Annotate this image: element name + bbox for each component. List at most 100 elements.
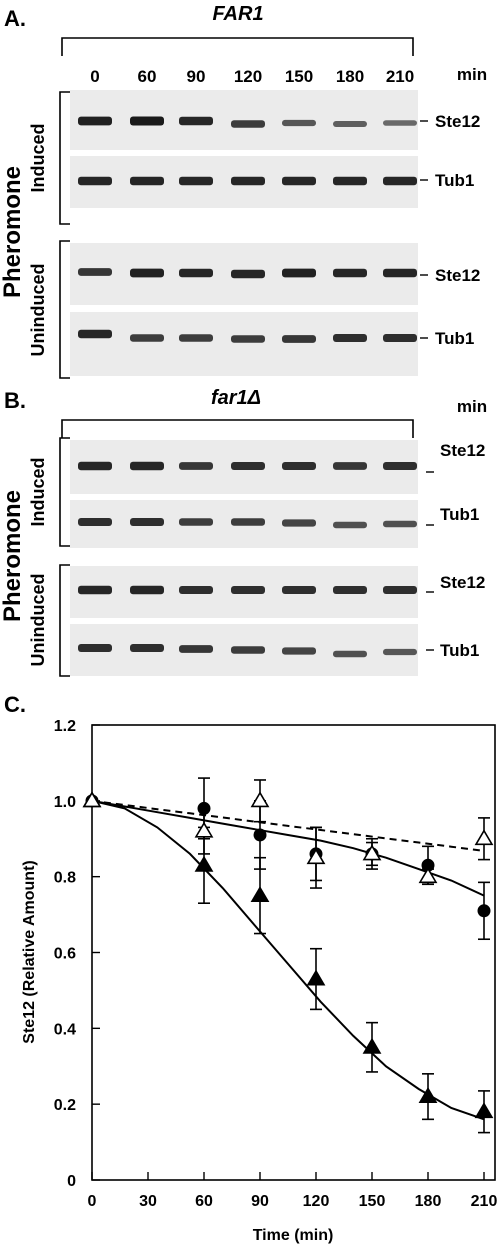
y-tick-label: 1.0 [54, 794, 76, 811]
y-tick-label: 0.6 [54, 946, 76, 963]
panel-a-induced-bracket [59, 91, 70, 225]
x-tick-label: 150 [359, 1193, 386, 1210]
a-induced-ste12-band [179, 116, 213, 126]
panel-b-uninduced-label: Uninduced [28, 574, 48, 667]
panel-c: C. 0 0.2 0.4 0.6 0.8 1.0 1.2 0 30 60 90 120 150 180 2… [4, 692, 497, 1244]
a-induced-tub1-band [383, 176, 417, 186]
b-induced-tub1-band [282, 519, 316, 527]
timepoint-label: 120 [234, 67, 262, 86]
b-induced-tub1-band [78, 517, 112, 527]
b-induced-ste12-band [78, 461, 112, 471]
a-induced-tub1-band [333, 176, 367, 186]
panel-a-strain-title: FAR1 [212, 3, 263, 25]
data-point-open-triangle [474, 829, 494, 846]
data-point-filled-triangle [306, 969, 326, 986]
a-uninduced-tub1-band [282, 335, 316, 343]
b-induced-tub1-band [179, 518, 213, 526]
x-tick-label: 30 [139, 1193, 157, 1210]
b-induced-ste12-band [231, 461, 265, 471]
b-uninduced-tub1-band [231, 646, 265, 654]
b-uninduced-ste12-band [179, 585, 213, 595]
a-uninduced-ste12-band [78, 268, 112, 276]
panel-a-induced-label: Induced [28, 123, 48, 192]
b-uninduced-tub1-band [383, 648, 417, 656]
b-induced-tub1-band [333, 521, 367, 529]
panel-b-pheromone-label: Pheromone [0, 490, 26, 622]
b-uninduced-ste12-band [333, 585, 367, 595]
data-point-circle [477, 904, 491, 918]
a-induced-ste12-band [383, 120, 417, 126]
panel-c-label: C. [4, 692, 26, 717]
panel-b-strain-title: far1Δ [211, 387, 261, 409]
y-tick-label: 0.8 [54, 870, 76, 887]
a-uninduced-ste12-band [333, 268, 367, 278]
data-point-circle [421, 858, 435, 872]
data-point-open-triangle [194, 821, 214, 838]
timepoint-label: 60 [138, 67, 157, 86]
y-axis-ticks: 0 0.2 0.4 0.6 0.8 1.0 1.2 [54, 718, 100, 1190]
a-uninduced-ste12-band [282, 268, 316, 278]
fit-curve-open-triangle [91, 799, 485, 852]
b-uninduced-tub1-band [282, 647, 316, 655]
a-uninduced-ste12-band [231, 269, 265, 279]
timepoint-label: 210 [386, 67, 414, 86]
panel-b-tub1-induced-label: Tub1 [440, 505, 479, 524]
panel-b-ste12-uninduced-label: Ste12 [440, 573, 485, 592]
a-uninduced-tub1-band [78, 329, 112, 339]
data-point-open-triangle [250, 791, 270, 808]
timepoint-label: 0 [90, 67, 99, 86]
b-uninduced-ste12-band [78, 585, 112, 595]
panel-a-pheromone-label: Pheromone [0, 166, 26, 298]
data-point-filled-triangle [194, 855, 214, 872]
plot-frame [91, 724, 496, 1181]
data-point-circle [197, 801, 211, 815]
x-tick-label: 0 [88, 1193, 97, 1210]
y-axis-label: Ste12 (Relative Amount) [21, 860, 38, 1043]
panel-b-induced-label: Induced [28, 457, 48, 526]
a-induced-ste12-band [282, 119, 316, 127]
panel-b-unit-label: min [457, 397, 487, 416]
y-tick-label: 1.2 [54, 718, 76, 735]
x-tick-label: 180 [415, 1193, 442, 1210]
b-uninduced-tub1-band [130, 643, 164, 653]
a-induced-ste12-band [78, 116, 112, 126]
b-uninduced-ste12-band [383, 585, 417, 595]
panel-a-tub1-induced-label: Tub1 [435, 171, 474, 190]
panel-a-timecourse-bracket [61, 37, 414, 56]
y-tick-label: 0 [67, 1173, 76, 1190]
a-induced-tub1-band [231, 176, 265, 186]
a-induced-ste12-band [130, 116, 164, 126]
x-axis-ticks: 0 30 60 90 120 150 180 210 [88, 1172, 498, 1210]
x-axis-label: Time (min) [253, 1227, 334, 1244]
timepoint-label: 180 [336, 67, 364, 86]
b-induced-ste12-band [282, 461, 316, 471]
a-uninduced-tub1-band [383, 333, 417, 343]
a-induced-ste12-blot-strip [70, 90, 418, 150]
x-tick-label: 90 [251, 1193, 269, 1210]
b-induced-ste12-band [333, 462, 367, 470]
a-induced-tub1-band [282, 176, 316, 186]
x-tick-label: 120 [303, 1193, 330, 1210]
panel-b-tub1-uninduced-label: Tub1 [440, 641, 479, 660]
b-uninduced-tub1-band [78, 643, 112, 653]
x-tick-label: 60 [195, 1193, 213, 1210]
b-uninduced-tub1-band [179, 645, 213, 653]
panel-b-timecourse-bracket [61, 419, 414, 438]
a-uninduced-ste12-band [130, 268, 164, 278]
y-tick-label: 0.4 [54, 1021, 76, 1038]
a-uninduced-tub1-blot-strip [70, 312, 418, 376]
data-point-filled-triangle [362, 1037, 382, 1054]
b-uninduced-ste12-band [282, 585, 316, 595]
b-uninduced-ste12-band [130, 585, 164, 595]
data-point-filled-triangle [474, 1102, 494, 1119]
x-tick-label: 210 [471, 1193, 498, 1210]
a-uninduced-tub1-band [179, 334, 213, 342]
data-point-filled-triangle [250, 886, 270, 903]
data-point-circle [253, 828, 267, 842]
panel-b-uninduced-bracket [59, 564, 70, 677]
a-induced-tub1-band [130, 176, 164, 186]
a-induced-ste12-band [231, 120, 265, 128]
a-induced-ste12-band [333, 121, 367, 127]
b-induced-tub1-band [231, 518, 265, 526]
